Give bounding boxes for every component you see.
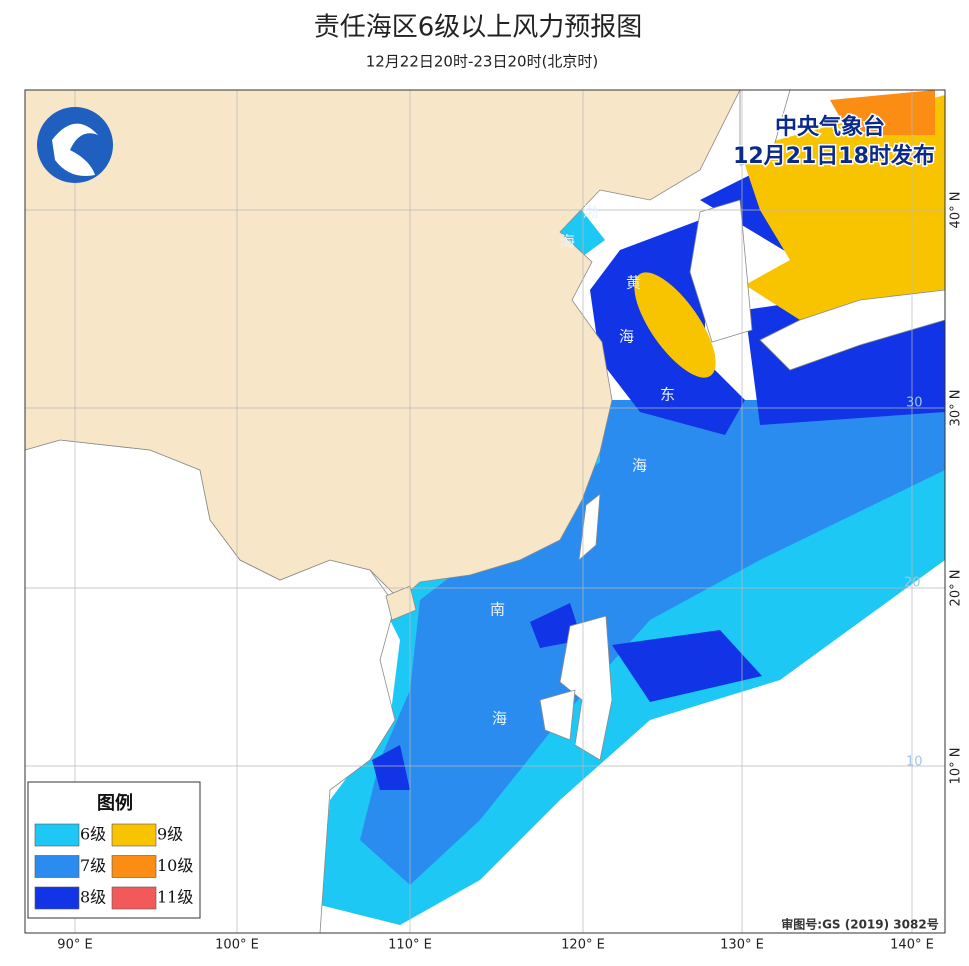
sea-label: 渤	[583, 203, 598, 221]
legend-label: 9级	[157, 825, 183, 844]
taiwan	[578, 493, 601, 562]
wind-zone	[540, 208, 605, 262]
legend-swatch	[111, 823, 157, 847]
graticule	[25, 90, 945, 933]
logo-mark	[52, 123, 98, 176]
subtitle: 12月22日20时-23日20时(北京时)	[366, 53, 599, 71]
latitude-label: 20° N	[949, 570, 964, 607]
japan	[759, 289, 945, 371]
longitude-label: 110° E	[388, 938, 432, 953]
sea-label: 海	[619, 328, 634, 346]
inner-grid-label: 10	[906, 755, 923, 770]
latitude-label: 10° N	[949, 748, 964, 785]
korea	[689, 199, 753, 343]
longitude-label: 140° E	[890, 938, 934, 953]
wind-zone	[740, 95, 945, 320]
china-land	[25, 90, 741, 601]
legend-swatch	[34, 855, 80, 878]
legend-label: 10级	[157, 856, 193, 875]
legend-swatch	[111, 855, 157, 878]
legend-label: 11级	[157, 888, 193, 907]
sea-label: 黄	[626, 274, 641, 292]
hainan	[385, 585, 417, 621]
wind-zone	[830, 90, 935, 135]
map: 渤 海 黄 海 东 海 南 海 30 20 10 中央气象台 12月21日18时…	[25, 90, 945, 933]
wind-zone	[372, 745, 410, 790]
latitude-label: 30° N	[949, 390, 964, 427]
legend-title: 图例	[97, 792, 133, 814]
logo	[37, 107, 113, 183]
legend-swatch	[34, 823, 80, 847]
longitude-label: 90° E	[57, 938, 92, 953]
philippines	[559, 615, 613, 761]
legend-swatch	[34, 886, 80, 910]
publisher: 中央气象台	[775, 114, 885, 140]
land	[739, 90, 791, 166]
longitude-label: 130° E	[720, 938, 764, 953]
wind-zone	[634, 272, 716, 378]
map-frame	[24, 89, 946, 934]
title: 责任海区6级以上风力预报图	[314, 13, 643, 43]
sea-label: 海	[560, 233, 575, 251]
legend-label: 7级	[80, 856, 106, 875]
sea-label: 东	[660, 386, 675, 404]
issue-time: 12月21日18时发布	[733, 143, 935, 169]
legend-label: 6级	[80, 825, 106, 844]
inner-grid-label: 30	[906, 396, 923, 411]
sea-label: 海	[632, 457, 647, 475]
legend: 图例 6级 9级 7级 10级 8级 11级	[27, 781, 201, 919]
latitude-label: 40° N	[949, 192, 964, 229]
island	[539, 689, 576, 741]
sea-label: 海	[492, 710, 507, 728]
inner-grid-label: 20	[904, 576, 921, 591]
legend-label: 8级	[80, 888, 106, 907]
wind-zone	[612, 630, 762, 702]
longitude-label: 100° E	[215, 938, 259, 953]
wind-zone	[360, 400, 945, 885]
sea-label: 南	[490, 601, 505, 619]
review-number: 审图号:GS (2019) 3082号	[781, 917, 938, 932]
longitude-label: 120° E	[561, 938, 605, 953]
legend-swatch	[111, 886, 157, 910]
